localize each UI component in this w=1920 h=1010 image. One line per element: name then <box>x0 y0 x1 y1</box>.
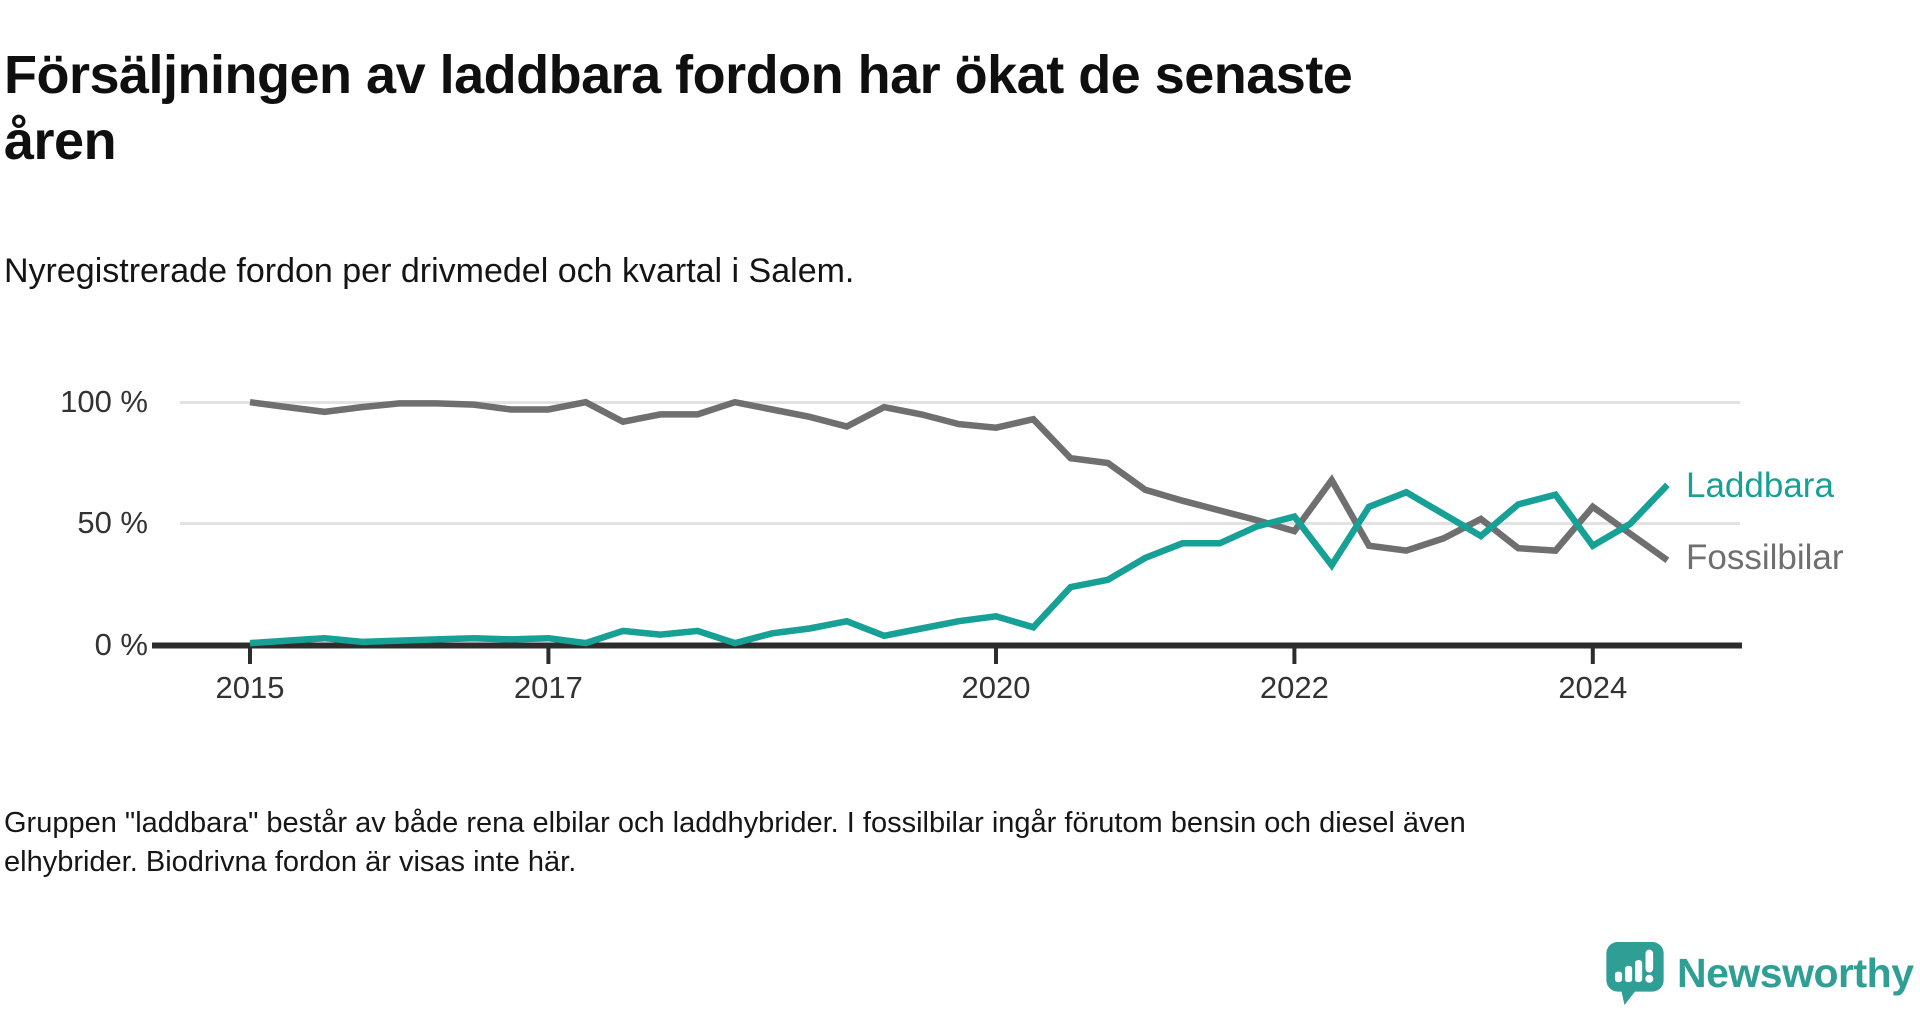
gridlines <box>180 401 1740 525</box>
title-line-1: Försäljningen av laddbara fordon har öka… <box>4 45 1353 106</box>
x-axis-ticks <box>248 648 1595 664</box>
speech-bubble-bar-chart-icon <box>1606 942 1664 1005</box>
x-tick-label-2017: 2017 <box>513 670 583 705</box>
logo-wordmark: Newsworthy <box>1677 950 1914 996</box>
y-tick-label-50: 50 % <box>77 505 148 540</box>
fossilbilar-line <box>249 398 1670 563</box>
legend-fossilbilar: Fossilbilar <box>1686 538 1844 577</box>
x-tick-label-2024: 2024 <box>1558 670 1628 705</box>
chart-subtitle: Nyregistrerade fordon per drivmedel och … <box>4 252 855 290</box>
legend-laddbara: Laddbara <box>1686 466 1834 505</box>
title-line-2: åren <box>4 111 117 172</box>
laddbara-line <box>249 482 1670 647</box>
y-tick-label-0: 0 % <box>94 627 148 662</box>
footnote-line-1: Gruppen "laddbara" består av både rena e… <box>4 807 1466 839</box>
footnote-line-2: elhybrider. Biodrivna fordon är visas in… <box>4 846 577 878</box>
page-title: Försäljningen av laddbara fordon har öka… <box>4 42 1864 174</box>
y-tick-label-100: 100 % <box>60 384 148 419</box>
footnote: Gruppen "laddbara" består av både rena e… <box>4 804 1904 882</box>
newsworthy-logo[interactable]: Newsworthy <box>1606 942 1914 1005</box>
x-tick-label-2020: 2020 <box>961 670 1031 705</box>
x-tick-label-2015: 2015 <box>215 670 285 705</box>
x-tick-label-2022: 2022 <box>1259 670 1329 705</box>
